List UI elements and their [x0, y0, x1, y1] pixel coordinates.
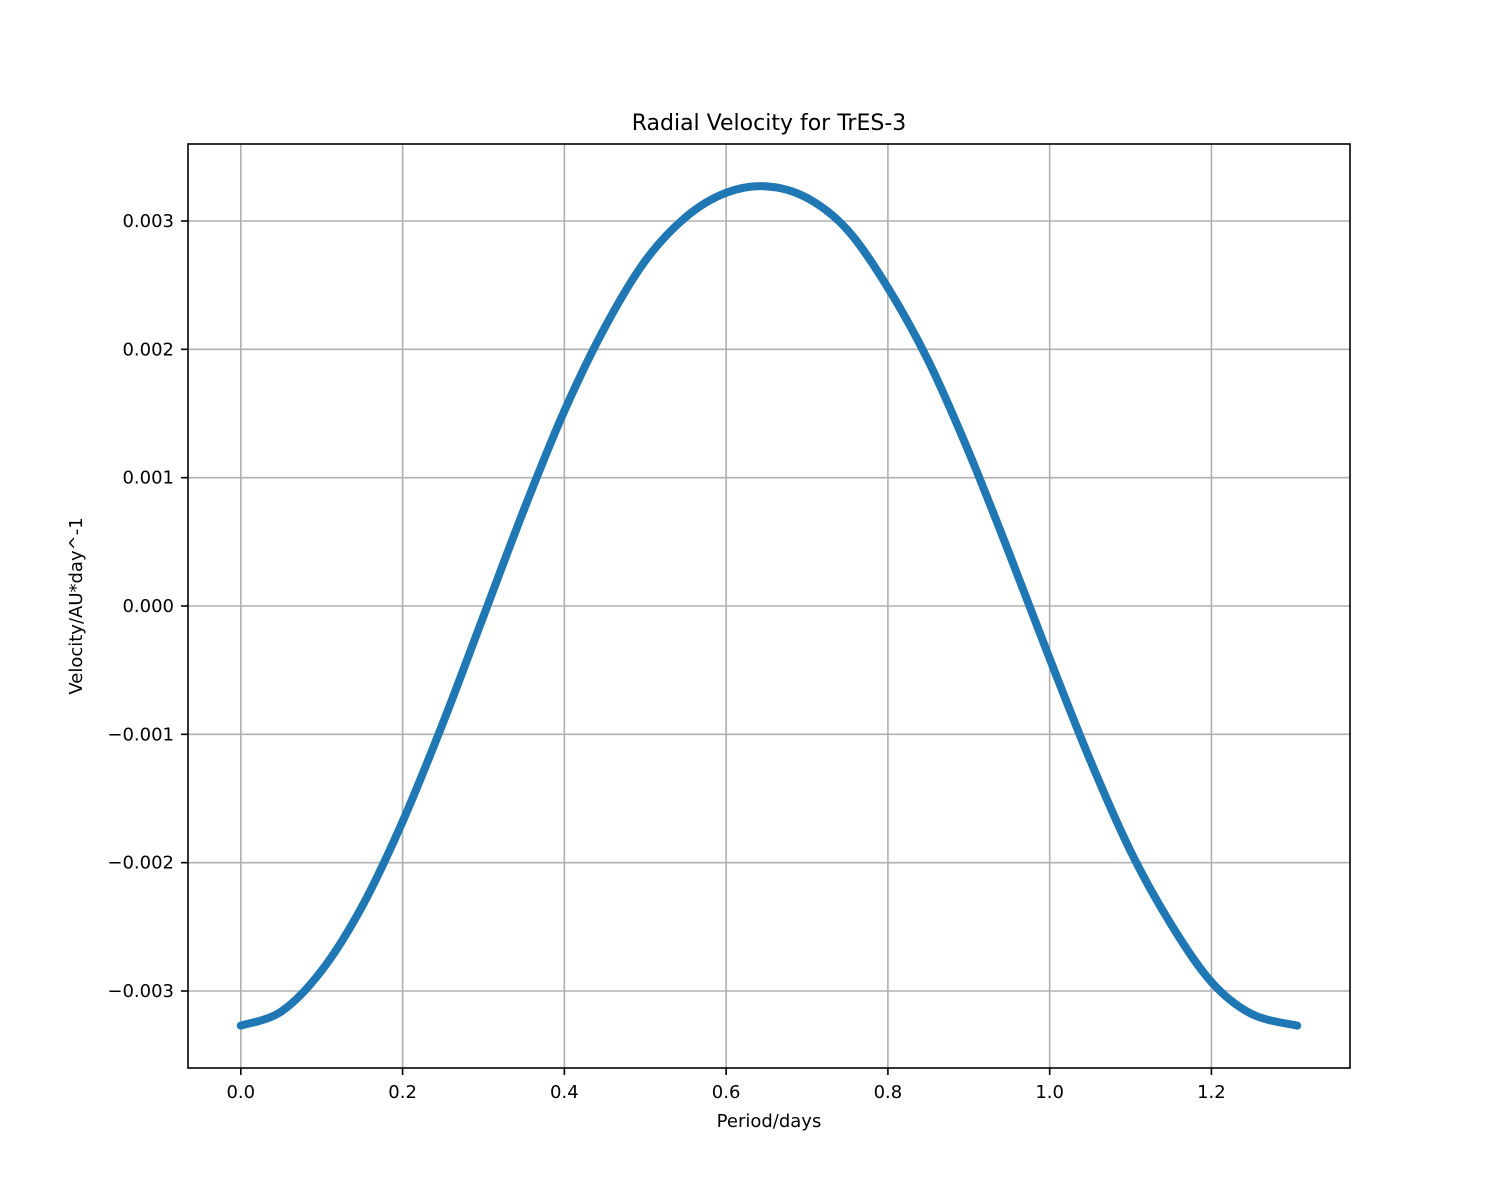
- y-tick-label: −0.002: [107, 853, 174, 874]
- y-tick-label: 0.000: [122, 596, 174, 617]
- chart-title: Radial Velocity for TrES-3: [632, 111, 907, 136]
- x-tick-label: 1.2: [1197, 1082, 1226, 1103]
- data-point: [843, 225, 852, 234]
- data-point: [600, 323, 609, 332]
- grid-lines: [188, 144, 1350, 1068]
- data-point: [641, 256, 650, 265]
- data-point: [398, 817, 407, 826]
- x-tick-label: 0.6: [712, 1082, 741, 1103]
- data-point: [560, 406, 569, 415]
- y-tick-label: 0.003: [122, 211, 174, 232]
- data-point: [1207, 978, 1216, 987]
- axis-ticks: 0.0 0.2 0.4 0.6 0.8 1.0 1.2 −0.003 −0.002 −0.001 0…: [107, 211, 1225, 1103]
- x-tick-label: 0.8: [874, 1082, 903, 1103]
- data-point: [722, 188, 731, 197]
- y-axis-label: Velocity/AU*day^-1: [66, 517, 87, 694]
- data-point: [762, 182, 771, 191]
- y-tick-label: 0.002: [122, 339, 174, 360]
- data-point: [1005, 549, 1014, 558]
- data-series: [236, 182, 1302, 1030]
- x-axis-label: Period/days: [717, 1111, 822, 1132]
- data-point: [964, 448, 973, 456]
- y-tick-label: 0.001: [122, 468, 174, 489]
- data-point: [883, 283, 892, 292]
- data-point: [236, 1021, 245, 1030]
- data-point: [1126, 847, 1135, 856]
- data-point: [439, 718, 448, 727]
- y-tick-label: −0.003: [107, 981, 174, 1002]
- data-point: [1167, 920, 1176, 929]
- x-tick-label: 1.0: [1035, 1082, 1064, 1103]
- data-point: [277, 1007, 286, 1016]
- data-point: [519, 505, 528, 514]
- data-point: [803, 193, 812, 202]
- x-tick-label: 0.4: [550, 1082, 579, 1103]
- data-point: [924, 356, 933, 365]
- x-tick-label: 0.2: [388, 1082, 417, 1103]
- data-point: [317, 966, 326, 975]
- y-tick-label: −0.001: [107, 724, 174, 745]
- x-tick-label: 0.0: [226, 1082, 255, 1103]
- data-point: [681, 213, 690, 222]
- data-point: [1247, 1010, 1256, 1019]
- data-point: [1045, 654, 1054, 663]
- data-point: [1086, 756, 1095, 764]
- data-point: [358, 902, 367, 911]
- data-point: [479, 612, 488, 621]
- data-point: [1293, 1021, 1302, 1030]
